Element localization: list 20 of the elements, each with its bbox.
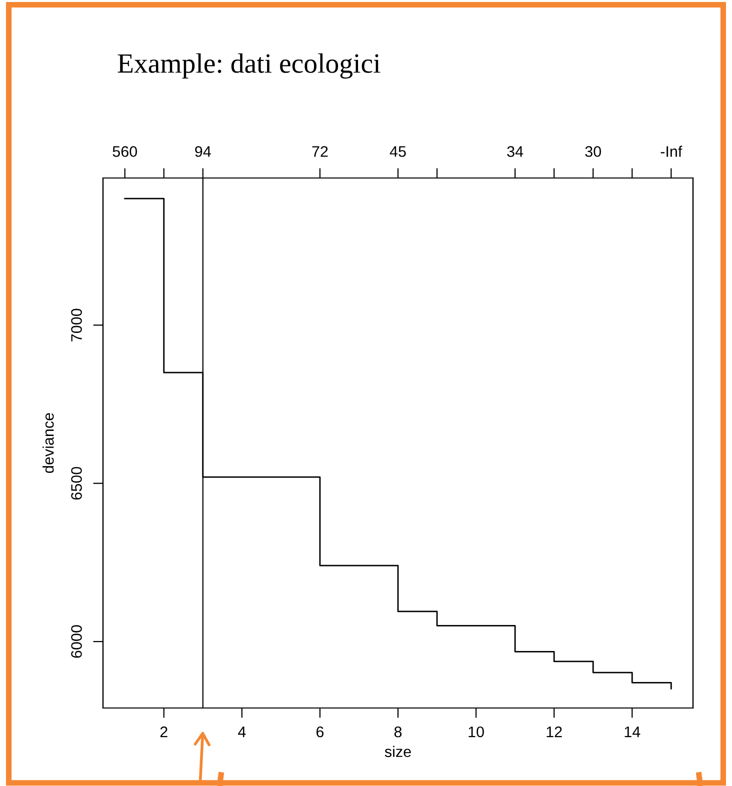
x-axis-title: size xyxy=(384,746,411,758)
y-tick-label: 6000 xyxy=(71,625,82,658)
x-tick-label: 6 xyxy=(316,726,324,738)
chart-title: Example: dati ecologici xyxy=(118,53,380,79)
x-tick-label: 14 xyxy=(624,726,640,738)
x-tick-label: 12 xyxy=(546,726,562,738)
annotation: -Inf xyxy=(660,146,682,157)
annotation: 45 xyxy=(390,146,406,157)
x-tick-label: 8 xyxy=(394,726,402,738)
annotation: 72 xyxy=(312,146,328,157)
x-tick-label: 2 xyxy=(160,726,168,738)
x-tick-label: 10 xyxy=(468,726,484,738)
y-tick-label: 6500 xyxy=(71,466,82,500)
y-axis-title: deviance xyxy=(42,413,54,473)
y-tick-label: 7000 xyxy=(71,308,82,342)
annotation: 30 xyxy=(585,146,602,157)
annotation: 34 xyxy=(507,146,524,157)
annotation: 560 xyxy=(112,146,137,157)
annotation: 94 xyxy=(195,146,211,157)
x-tick-label: 4 xyxy=(238,726,246,738)
